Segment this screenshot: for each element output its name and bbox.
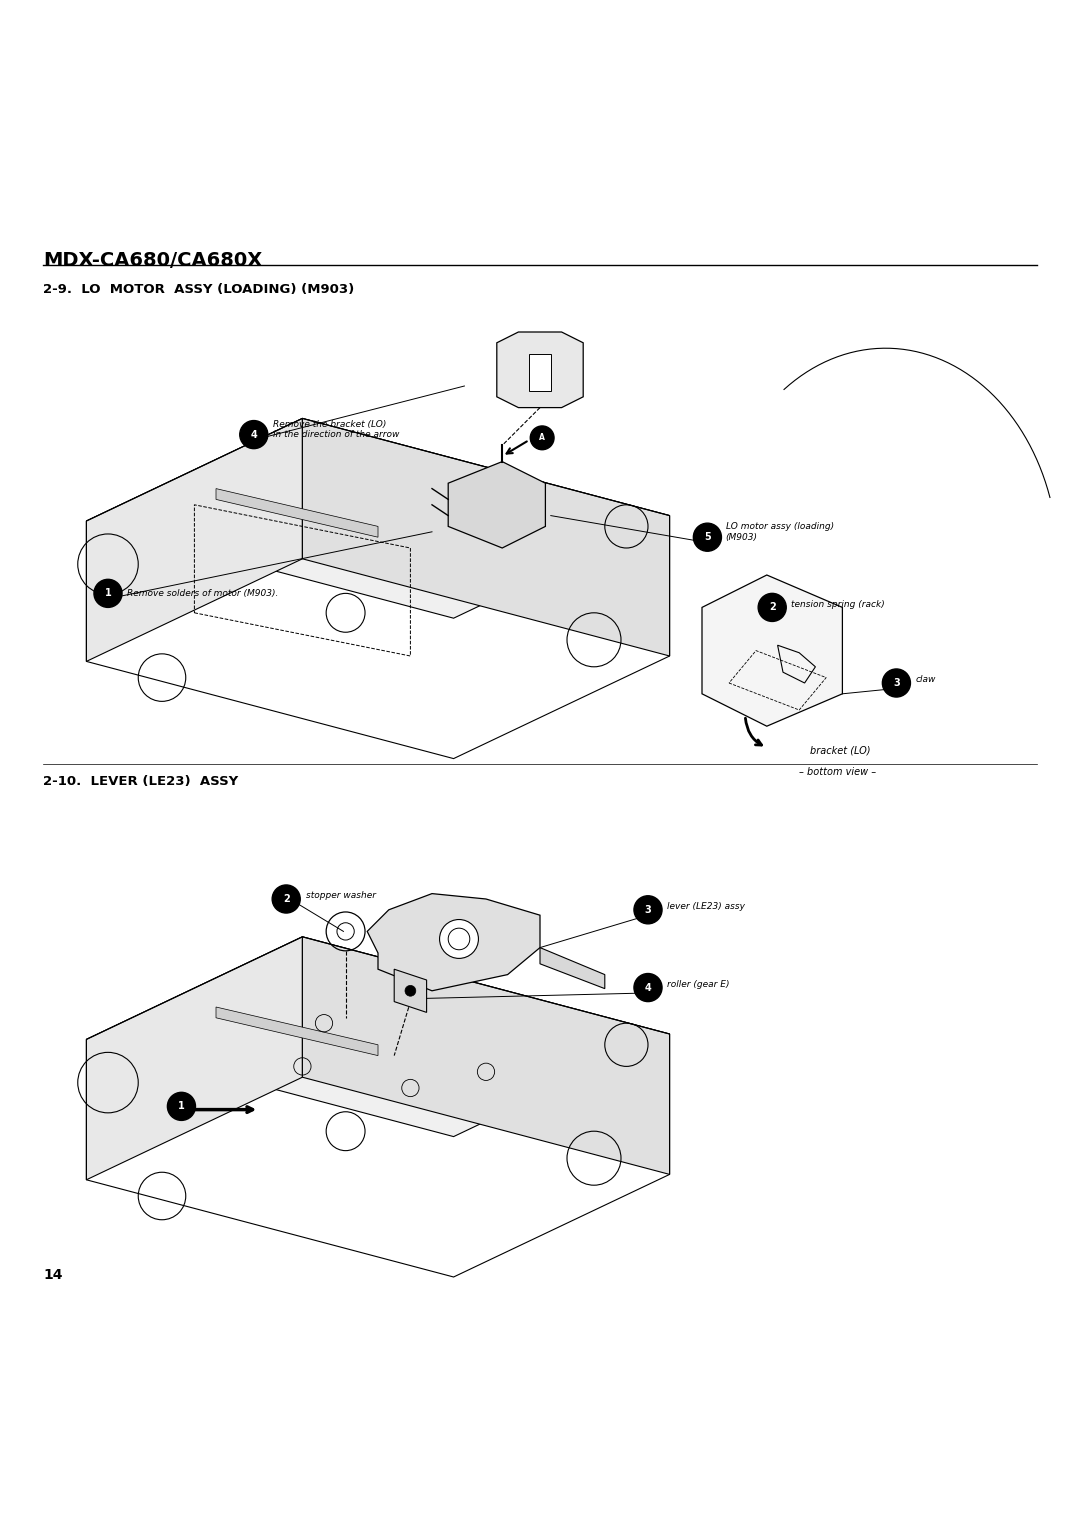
- Text: Remove the bracket (LO)
in the direction of the arrow: Remove the bracket (LO) in the direction…: [273, 420, 400, 439]
- Text: 3: 3: [893, 678, 900, 688]
- Text: – bottom view –: – bottom view –: [799, 767, 876, 776]
- Text: claw: claw: [916, 675, 936, 685]
- Circle shape: [94, 579, 122, 608]
- Polygon shape: [367, 894, 540, 990]
- Text: 5: 5: [704, 532, 711, 542]
- Polygon shape: [394, 969, 427, 1013]
- Polygon shape: [216, 1007, 378, 1056]
- Polygon shape: [540, 947, 605, 989]
- Circle shape: [167, 1093, 195, 1120]
- Text: MDX-CA680/CA680X: MDX-CA680/CA680X: [43, 251, 262, 270]
- Text: A: A: [539, 434, 545, 442]
- Polygon shape: [86, 937, 302, 1180]
- Polygon shape: [216, 489, 378, 538]
- Circle shape: [758, 593, 786, 622]
- Polygon shape: [302, 419, 670, 656]
- Text: Remove solders of motor (M903).: Remove solders of motor (M903).: [127, 588, 279, 597]
- Text: roller (gear E): roller (gear E): [667, 979, 730, 989]
- Polygon shape: [86, 419, 670, 619]
- Polygon shape: [302, 937, 670, 1175]
- Text: tension spring (rack): tension spring (rack): [791, 599, 885, 608]
- Polygon shape: [86, 937, 670, 1137]
- Text: 3: 3: [645, 905, 651, 915]
- Polygon shape: [529, 353, 551, 391]
- Polygon shape: [497, 332, 583, 408]
- Circle shape: [440, 920, 478, 958]
- Circle shape: [634, 895, 662, 924]
- Text: 1: 1: [105, 588, 111, 599]
- Polygon shape: [86, 419, 302, 662]
- Text: 2: 2: [769, 602, 775, 613]
- Circle shape: [634, 973, 662, 1001]
- Text: stopper washer: stopper washer: [306, 891, 376, 900]
- Text: 2: 2: [283, 894, 289, 905]
- Text: bracket (LO): bracket (LO): [810, 746, 870, 755]
- Circle shape: [405, 986, 416, 996]
- Circle shape: [882, 669, 910, 697]
- Circle shape: [272, 885, 300, 914]
- Text: 4: 4: [251, 429, 257, 440]
- Text: 2-10.  LEVER (LE23)  ASSY: 2-10. LEVER (LE23) ASSY: [43, 775, 239, 788]
- Text: 4: 4: [645, 983, 651, 993]
- Text: 14: 14: [43, 1268, 63, 1282]
- Circle shape: [530, 426, 554, 449]
- Text: 2-9.  LO  MOTOR  ASSY (LOADING) (M903): 2-9. LO MOTOR ASSY (LOADING) (M903): [43, 283, 354, 296]
- Circle shape: [240, 420, 268, 449]
- Text: LO motor assy (loading)
(M903): LO motor assy (loading) (M903): [726, 523, 834, 541]
- Polygon shape: [702, 575, 842, 726]
- Text: lever (LE23) assy: lever (LE23) assy: [667, 902, 745, 911]
- Polygon shape: [448, 461, 545, 549]
- Circle shape: [693, 523, 721, 552]
- Text: 1: 1: [178, 1102, 185, 1111]
